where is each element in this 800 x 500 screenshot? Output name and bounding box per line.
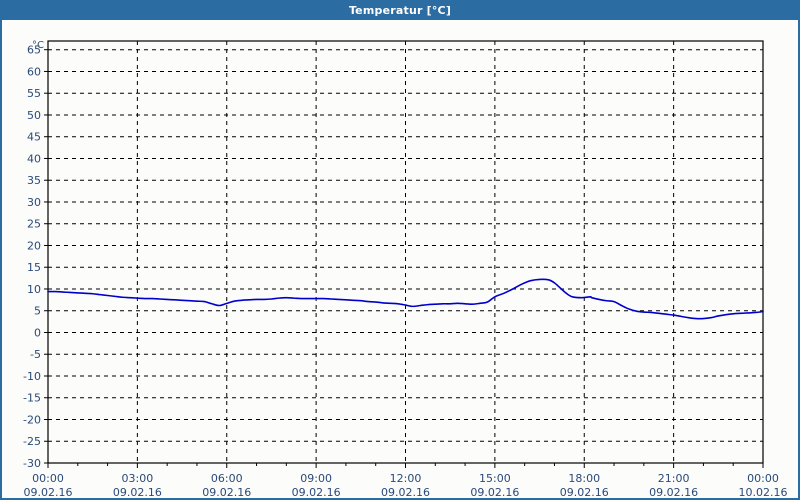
x-axis-tick-time: 12:00 <box>390 472 422 485</box>
x-axis-tick-date: 09.02.16 <box>202 486 251 498</box>
y-axis-tick-label: 65 <box>27 44 41 57</box>
y-axis-tick-label: 50 <box>27 109 41 122</box>
x-axis-tick-date: 09.02.16 <box>560 486 609 498</box>
y-axis-ticks: 65605550454035302520151050-5-10-15-20-25… <box>23 44 48 470</box>
y-axis-tick-label: -5 <box>30 348 41 361</box>
x-axis-tick-date: 09.02.16 <box>470 486 519 498</box>
window-title-bar: Temperatur [°C] <box>2 2 798 20</box>
y-axis-tick-label: -20 <box>23 413 41 426</box>
y-axis-tick-label: 30 <box>27 196 41 209</box>
y-axis-tick-label: -25 <box>23 435 41 448</box>
y-axis-tick-label: 0 <box>34 326 41 339</box>
x-axis-tick-date: 09.02.16 <box>381 486 430 498</box>
plot-frame <box>47 40 764 464</box>
y-axis-tick-label: -10 <box>23 370 41 383</box>
y-axis-tick-label: 15 <box>27 261 41 274</box>
temperature-line-chart: 65605550454035302520151050-5-10-15-20-25… <box>23 40 788 498</box>
y-axis-tick-label: 25 <box>27 218 41 231</box>
y-axis-tick-label: 20 <box>27 239 41 252</box>
x-axis-tick-date: 10.02.16 <box>739 486 788 498</box>
x-axis-tick-date: 09.02.16 <box>292 486 341 498</box>
x-axis-tick-time: 03:00 <box>122 472 154 485</box>
x-axis-tick-time: 00:00 <box>747 472 779 485</box>
x-axis-tick-date: 09.02.16 <box>113 486 162 498</box>
x-axis-tick-date: 09.02.16 <box>649 486 698 498</box>
plot-container: 65 60 55 50 45 40 35 30 25 20 15 10 5 0 -5 -10 -15 -20 -25… <box>2 20 798 498</box>
y-axis-tick-label: 55 <box>27 87 41 100</box>
page-title: Temperatur [°C] <box>348 4 452 17</box>
x-axis-tick-time: 00:00 <box>32 472 64 485</box>
y-axis-tick-label: 10 <box>27 283 41 296</box>
y-axis-tick-label: 45 <box>27 131 41 144</box>
y-axis-tick-label: 35 <box>27 174 41 187</box>
x-axis-tick-time: 18:00 <box>568 472 600 485</box>
y-axis-tick-label: -30 <box>23 457 41 470</box>
y-axis-tick-label: 60 <box>27 65 41 78</box>
y-axis-tick-label: 40 <box>27 152 41 165</box>
y-axis-tick-label: -15 <box>23 392 41 405</box>
grid-layer <box>48 41 763 463</box>
y-axis-unit-label: °C <box>32 40 44 51</box>
x-axis-tick-date: 09.02.16 <box>24 486 73 498</box>
y-axis-tick-label: 5 <box>34 305 41 318</box>
x-axis-ticks: 00:0009.02.1603:0009.02.1606:0009.02.160… <box>24 463 788 498</box>
x-axis-tick-time: 15:00 <box>479 472 511 485</box>
x-axis-tick-time: 21:00 <box>658 472 690 485</box>
x-axis-tick-time: 06:00 <box>211 472 243 485</box>
x-axis-tick-time: 09:00 <box>300 472 332 485</box>
temperature-series-line <box>47 278 764 320</box>
